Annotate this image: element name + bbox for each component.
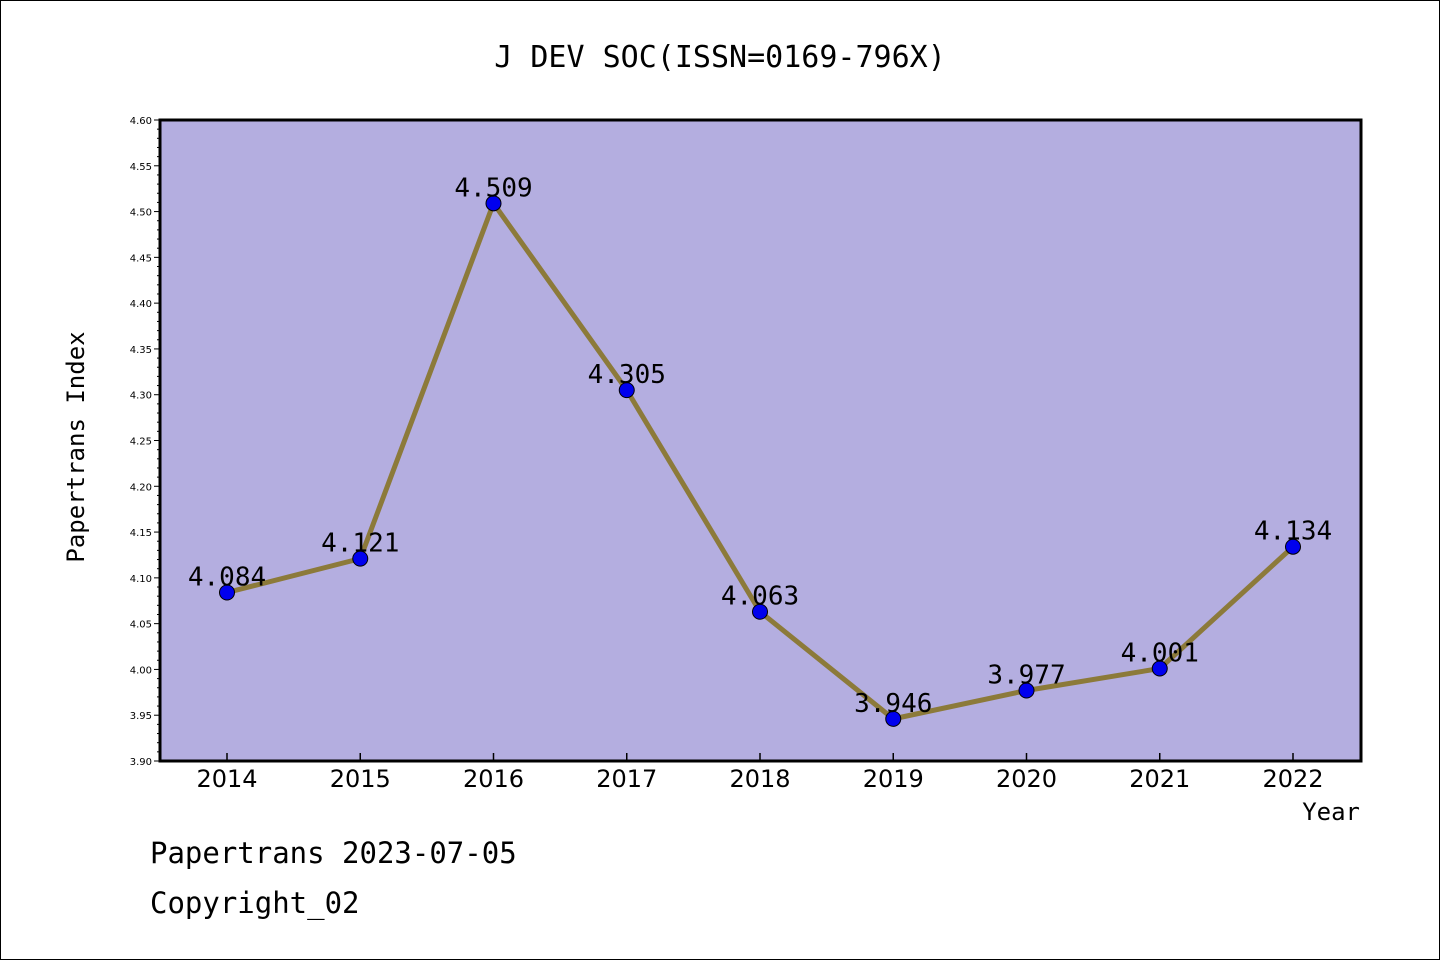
x-tick-label: 2017: [596, 765, 657, 793]
footer-copyright: Copyright_02: [150, 886, 360, 920]
y-tick-label: 4.50: [130, 208, 152, 219]
data-point: [219, 584, 235, 601]
data-point: [752, 603, 768, 620]
data-label: 4.001: [1121, 639, 1199, 669]
y-tick-label: 4.45: [130, 253, 152, 264]
data-label: 4.084: [188, 563, 266, 593]
data-label: 4.509: [454, 173, 532, 203]
x-tick-label: 2018: [729, 765, 790, 793]
x-tick-label: 2021: [1129, 765, 1190, 793]
y-tick-label: 4.40: [130, 299, 152, 310]
data-label: 3.946: [854, 689, 932, 719]
y-axis-label: Papertrans Index: [62, 331, 90, 562]
data-label: 4.305: [588, 360, 666, 390]
y-tick-label: 4.05: [130, 620, 152, 631]
series-layer: 4.084 4.121 4.509 4.305 4.063 3.946 3.977 4.001…: [188, 173, 1332, 727]
y-tick-label: 4.00: [130, 665, 152, 676]
y-tick-label: 3.90: [130, 757, 152, 768]
data-label: 4.063: [721, 582, 799, 612]
y-tick-label: 4.15: [130, 528, 152, 539]
footer-date: Papertrans 2023-07-05: [150, 836, 517, 870]
y-tick-label: 3.95: [130, 711, 152, 722]
y-tick-label: 4.30: [130, 391, 152, 402]
plot-border: [158, 118, 1363, 763]
y-tick-label: 4.20: [130, 482, 152, 493]
data-label: 4.121: [321, 529, 399, 559]
x-axis-label: Year: [1302, 798, 1360, 826]
data-point: [485, 195, 502, 212]
y-tick-label: 4.55: [130, 162, 152, 173]
y-tick-label: 4.10: [130, 574, 152, 585]
x-tick-label: 2015: [330, 765, 391, 793]
data-point: [1151, 660, 1168, 677]
x-tick-label: 2022: [1262, 765, 1323, 793]
plot-area: [160, 120, 1361, 761]
data-point: [1285, 538, 1301, 555]
y-axis-ticks: 3.90 3.95 4.00 4.05 4.10 4.15 4.20 4.25 4.30 4.35…: [130, 116, 160, 768]
y-tick-label: 4.35: [130, 345, 152, 356]
data-point: [352, 550, 369, 567]
data-label: 4.134: [1254, 517, 1332, 547]
x-tick-label: 2019: [863, 765, 924, 793]
y-tick-label: 4.25: [130, 437, 152, 448]
data-point: [618, 382, 635, 399]
y-tick-label: 4.60: [130, 116, 152, 127]
chart-title: J DEV SOC(ISSN=0169-796X): [494, 40, 946, 75]
x-tick-label: 2016: [463, 765, 524, 793]
data-label: 3.977: [987, 660, 1065, 690]
data-point: [885, 710, 902, 727]
x-axis-ticks: 2014 2015 2016 2017 2018 2019 2020 2021 2022: [196, 753, 1324, 793]
x-tick-label: 2020: [996, 765, 1057, 793]
x-tick-label: 2014: [196, 765, 257, 793]
data-point: [1018, 682, 1035, 699]
